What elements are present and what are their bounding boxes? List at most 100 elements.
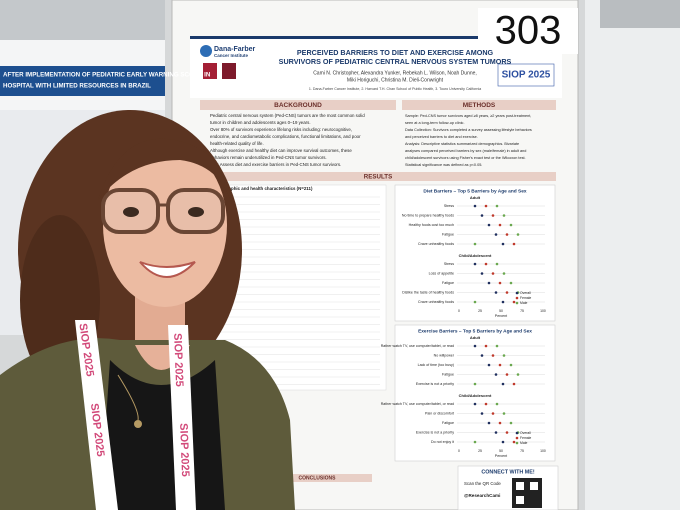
chart-dot: [498, 363, 502, 367]
exercise-chart-box: [394, 324, 556, 462]
chart-group: Adult: [470, 335, 481, 340]
chart-category: Loss of appetite: [429, 271, 454, 275]
chart-dot: [512, 300, 516, 304]
pendant: [134, 420, 142, 428]
chart-dot: [498, 223, 502, 227]
chart-category: Crave unhealthy foods: [418, 242, 454, 246]
chart-dot: [491, 214, 495, 217]
chart-dot: [487, 223, 491, 227]
qr-corner: [516, 496, 524, 504]
methods-text: and perceived barriers to diet and exerc…: [405, 135, 478, 139]
chart-dot: [484, 402, 488, 406]
background-text: Pediatric central nervous system (Ped-CN…: [210, 113, 365, 118]
chart-dot: [491, 272, 495, 275]
axis-tick: 25: [478, 449, 482, 453]
lanyard-right: [168, 325, 196, 510]
methods-text: analyses compared perceived barriers by …: [405, 149, 526, 153]
smile: [139, 261, 196, 278]
chart-dot: [512, 382, 516, 386]
background-text: Although exercise and healthy diet can i…: [210, 148, 352, 153]
chart-dot: [505, 431, 509, 434]
section-heading: RESULTS: [364, 174, 392, 181]
background-text: Over 80% of survivors experience lifelon…: [210, 127, 352, 132]
chart-dot: [480, 354, 484, 357]
background-text: Aim: Assess diet and exercise barriers i…: [210, 162, 341, 167]
left-poster-title: HOSPITAL WITH LIMITED RESOURCES IN BRAZI…: [3, 83, 151, 90]
poster-title: PERCEIVED BARRIERS TO DIET AND EXERCISE …: [297, 48, 494, 57]
methods-text: Sample: Ped-CNS tumor survivors aged ≥8 …: [405, 114, 531, 118]
methods-bar: [402, 100, 556, 110]
poster-number: 303: [495, 9, 562, 53]
chart-category: Stress: [444, 204, 454, 208]
section-heading: BACKGROUND: [274, 102, 322, 109]
chart-dot: [473, 242, 477, 246]
chart-category: Fatigue: [442, 281, 454, 285]
chart-dot: [491, 354, 495, 357]
chart-category: Lack of time (too busy): [418, 363, 454, 367]
axis-label: Percent: [495, 454, 507, 458]
chart-dot: [494, 291, 498, 294]
chart-dot: [495, 204, 499, 208]
chart-dot: [516, 373, 520, 376]
poster-text: AFTER IMPLEMENTATION OF PEDIATRIC EARLY …: [3, 46, 551, 498]
chart-dot: [501, 300, 505, 304]
chart-category: Dislike the taste of healthy foods: [402, 290, 454, 294]
left-poster-header: [0, 66, 165, 96]
eye: [123, 207, 139, 217]
methods-text: child/adolescent survivors using Fisher'…: [405, 156, 526, 160]
chart-dot: [502, 354, 506, 357]
window: [600, 0, 680, 28]
chart-dot: [487, 363, 491, 367]
chart-dot: [473, 440, 477, 444]
left-poster-title: AFTER IMPLEMENTATION OF PEDIATRIC EARLY …: [3, 72, 211, 79]
chart-dot: [495, 402, 499, 406]
background-text: behaviors remain underutilized in Ped-CN…: [210, 155, 327, 160]
header-rule: [190, 36, 562, 39]
chart-dot: [505, 291, 509, 294]
background-text: health-related quality of life.: [210, 141, 264, 146]
person: [0, 110, 295, 510]
section-heading: METHODS: [463, 102, 496, 109]
chart-dot: [480, 272, 484, 275]
eye: [188, 207, 204, 217]
chart-category: Fatigue: [442, 232, 454, 236]
chart-dot: [505, 233, 509, 236]
chart-category: Fatigue: [442, 372, 454, 376]
lanyard-print: SIOP 2025: [171, 333, 185, 387]
chart-dot: [480, 412, 484, 415]
connect-qr: Scan the QR Code: [464, 481, 501, 486]
background-text: endocrine, and cardiometabolic complicat…: [210, 134, 361, 139]
chart-dot: [494, 431, 498, 434]
chart-dot: [498, 421, 502, 425]
right-panel: [585, 0, 680, 510]
institution: Cancer Institute: [214, 53, 249, 58]
affiliations: 1. Dana-Farber Cancer Institute, 2. Harv…: [309, 87, 481, 91]
legend-entry: Female: [520, 436, 531, 440]
face: [103, 143, 227, 307]
axis-tick: 25: [478, 309, 482, 313]
chart-dot: [473, 402, 477, 406]
chart-title: Exercise Barriers – Top 5 Barriers by Ag…: [418, 328, 532, 334]
connect-title: CONNECT WITH ME!: [481, 469, 535, 475]
chart-category: Stress: [444, 262, 454, 266]
chart-dot: [509, 223, 513, 227]
siop-logo-box: [497, 63, 555, 87]
chart-dot: [509, 421, 513, 425]
qr-corner: [530, 482, 538, 490]
background-text: tumor in children and adolescents ages 0…: [210, 120, 311, 125]
chart-dot: [473, 382, 477, 386]
diet-chart-box: [394, 184, 556, 322]
methods-text: seen at a long-term follow-up clinic.: [405, 121, 465, 125]
chart-dot: [516, 233, 520, 236]
axis-tick: 0: [458, 449, 460, 453]
chart-dot: [512, 242, 516, 246]
chart-dot: [473, 204, 477, 208]
authors: Miki Horiguchi, Christina M. Dieli-Conwr…: [347, 77, 444, 83]
axis-tick: 0: [458, 309, 460, 313]
legend-dot: [515, 441, 519, 445]
legend-entry: Male: [520, 441, 527, 445]
conference-logo: SIOP 2025: [502, 70, 551, 81]
chart-dot: [494, 373, 498, 376]
